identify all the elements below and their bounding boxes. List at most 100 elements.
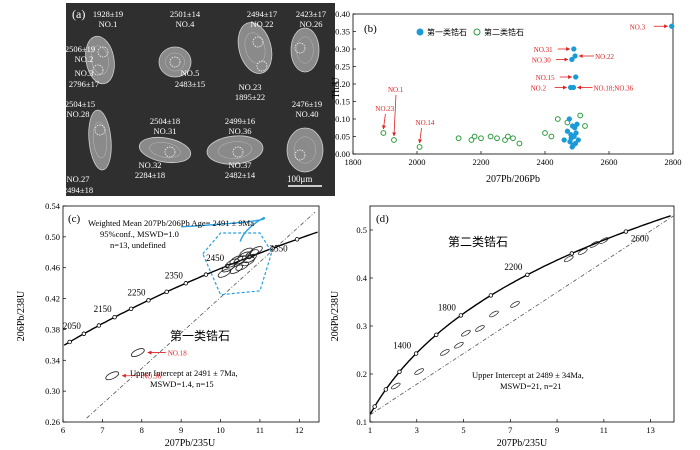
panel-c-xlabel: 207Pb/235U	[165, 438, 216, 449]
cluster-highlight	[202, 232, 273, 296]
panel-b-points	[380, 23, 675, 150]
point-type2	[554, 116, 561, 122]
concordia-age-marker	[397, 369, 402, 374]
point-type2	[416, 144, 423, 150]
concordia-age-marker	[81, 331, 87, 336]
panel-d-plot: 1400 1800 2200 2600	[369, 215, 675, 416]
upper-intercept-line-2: MSWD=1.4, n=15	[150, 379, 214, 389]
y-tick-label: 0.10	[335, 114, 350, 124]
point-type2	[494, 135, 500, 142]
discordia-line	[86, 211, 316, 419]
grain-label-8: NO.23	[239, 82, 262, 92]
x-tick-label: 7	[100, 425, 104, 435]
legend-label-type2: 第二类锆石	[484, 27, 524, 37]
y-tick-label: 0.46	[45, 263, 60, 273]
panel-d-frame	[369, 205, 675, 423]
outlier-ellipse	[105, 371, 120, 381]
panel-a-label: (a)	[72, 7, 85, 21]
legend-marker-type1	[416, 28, 424, 36]
zircon-zoning	[91, 45, 109, 75]
analysis-spot	[164, 146, 176, 158]
panel-c: (c) 6 7 8 9 10 11 12 0.26 0.30 0.34 0.38 0.42 0.46 0.…	[16, 201, 320, 449]
data-ellipse	[235, 261, 249, 271]
panel-b-xlabel: 207Pb/206Pb	[486, 174, 540, 185]
grain-label-2: 2501±14	[170, 9, 201, 19]
concordia-age-label: 2450	[206, 253, 225, 263]
concordia-age-marker	[183, 281, 189, 286]
concordia-age-label: 2050	[63, 321, 82, 331]
x-tick-label: 2200	[473, 157, 490, 167]
point-type2	[510, 135, 516, 142]
point-type1	[572, 53, 578, 59]
point-type2	[391, 137, 397, 143]
weighted-mean-line-3: n=13, undefined	[110, 240, 167, 250]
data-ellipse	[589, 241, 600, 248]
analysis-spot	[252, 36, 264, 48]
panel-c-frame	[62, 205, 320, 423]
zircon-zoning	[217, 141, 253, 159]
data-ellipse	[599, 237, 609, 244]
data-ellipse	[221, 263, 236, 273]
concordia-age-label: 2250	[127, 287, 146, 297]
zircon-grain	[88, 109, 112, 171]
analysis-spot	[294, 149, 306, 161]
point-type1	[571, 46, 577, 52]
concordia-age-marker	[434, 332, 439, 337]
weighted-mean-line-2: 95%conf., MSWD=1.0	[100, 229, 179, 239]
concordia-age-marker	[203, 272, 209, 277]
concordia-age-marker	[383, 387, 389, 392]
zircon-grain	[237, 22, 273, 74]
concordia-age-label: 2200	[504, 262, 523, 272]
analysis-spot	[169, 56, 181, 68]
point-type2	[548, 133, 555, 140]
annotation-label: NO.23	[375, 105, 394, 113]
grain-label-1: 1928±19	[93, 9, 123, 19]
panel-c-ylabel: 206Pb/238U	[16, 290, 27, 341]
upper-intercept-line-2: MSWD=21, n=21	[500, 381, 562, 391]
concordia-age-marker	[112, 314, 117, 320]
concordia-curve	[63, 231, 318, 346]
zircon-grain	[206, 135, 264, 165]
panel-d-label: (d)	[376, 213, 389, 225]
discordia-line	[369, 215, 675, 416]
y-tick-label: 0.20	[335, 79, 350, 89]
point-type1	[567, 139, 573, 145]
scale-bar-label: 100μm	[287, 174, 312, 184]
data-ellipse	[475, 325, 485, 332]
y-tick-label: 0.30	[335, 44, 350, 54]
panel-b-label: (b)	[364, 23, 377, 35]
concordia-age-marker	[67, 339, 72, 345]
upper-intercept-line-1: Upper Intercept at 2491 ± 7Ma,	[130, 368, 238, 378]
point-type2	[455, 135, 462, 142]
point-type2	[504, 133, 511, 140]
panel-d: (d) 1 3 5 7 9 11 130.10.20.30.40.5 14001800220…	[330, 205, 675, 449]
grain-label-15: NO.37	[229, 160, 252, 170]
panel-b-axes: 1800 2000 2200 2400 2600 2800 0.00 0.05 0.10 0.15…	[335, 9, 681, 167]
point-type2	[380, 130, 387, 136]
concordia-age-label: 2600	[631, 234, 650, 244]
point-type1	[573, 74, 579, 80]
zircon-zoning	[92, 121, 108, 159]
data-ellipse	[233, 255, 247, 265]
grain-label-4-b: NO.26	[300, 19, 323, 29]
panel-b: (b) 1800 2000 2200 2400 2600 2800 0.00 0.05 0.10…	[331, 9, 682, 185]
panel-c-label: (c)	[68, 213, 81, 225]
data-ellipse	[241, 256, 255, 267]
y-tick-label: 0.2	[356, 369, 367, 379]
y-tick-label: 0.15	[335, 97, 350, 107]
concordia-age-marker	[294, 237, 300, 242]
y-tick-label: 0.34	[45, 355, 61, 365]
y-tick-label: 0.38	[45, 324, 60, 334]
zircon-zoning	[293, 136, 317, 164]
annotation-label: NO.30	[532, 57, 551, 65]
x-tick-label: 9	[555, 425, 559, 435]
outlier-ellipse	[130, 348, 145, 357]
concordia-age-label: 1800	[438, 302, 457, 312]
outlier-label: NO.18	[168, 350, 187, 358]
point-type1	[569, 56, 575, 63]
outlier-label: NO.36	[142, 373, 161, 381]
concordia-age-marker	[488, 293, 494, 298]
grain-label-15-b: 2482±14	[225, 170, 256, 180]
